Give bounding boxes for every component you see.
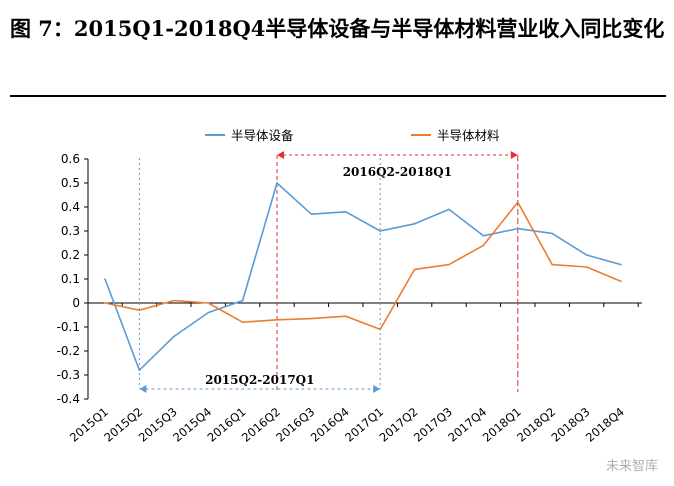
title-divider	[10, 95, 666, 97]
figure-title-prefix: 图 7：2015Q1-2018Q4	[10, 16, 266, 41]
data-point	[551, 232, 553, 235]
data-point	[345, 315, 347, 317]
annotation-label-red: 2016Q2-2018Q1	[343, 165, 452, 179]
data-point	[482, 235, 485, 237]
figure-title-text: 半导体设备与半导体材料营业收入同比变化	[265, 16, 665, 41]
data-point	[413, 223, 416, 225]
data-point	[173, 299, 175, 302]
figure-title: 图 7：2015Q1-2018Q4半导体设备与半导体材料营业收入同比变化	[10, 8, 666, 50]
y-tick-label: 0.5	[61, 176, 80, 190]
line-chart: 0.6 0.5 0.4 0.3 0.2 0.1 0 -0.1 -0.2 -0.3 -0.4 2015Q…	[57, 128, 642, 445]
y-tick-label: -0.2	[57, 344, 80, 358]
data-point	[413, 268, 416, 271]
arrowhead-right-red	[510, 151, 518, 159]
watermark: 未来智库	[605, 459, 658, 474]
data-point	[585, 254, 588, 256]
data-point	[620, 263, 622, 266]
arrowhead-left-blue	[139, 385, 147, 393]
data-point	[448, 263, 450, 266]
arrowhead-left-red	[277, 151, 284, 159]
data-point	[173, 335, 175, 338]
y-tick-label: -0.3	[57, 368, 80, 382]
series-line-2	[104, 201, 622, 331]
y-tick-label: 0.6	[61, 152, 80, 166]
data-point	[138, 369, 141, 372]
data-point	[276, 182, 278, 184]
data-point	[482, 244, 485, 247]
data-point	[276, 319, 278, 321]
data-point	[448, 208, 450, 211]
data-point	[551, 263, 553, 266]
data-point	[345, 211, 347, 213]
data-point	[517, 227, 519, 230]
legend-label: 半导体材料	[437, 128, 500, 143]
data-point	[138, 309, 141, 311]
y-tick-label: 0.1	[61, 272, 80, 286]
y-tick-label: 0.3	[61, 224, 80, 238]
data-point	[585, 266, 588, 268]
data-point	[517, 201, 519, 203]
y-tick-label: -0.4	[57, 392, 80, 406]
data-point	[310, 213, 313, 215]
annotation-label-blue: 2015Q2-2017Q1	[205, 373, 314, 387]
data-point	[241, 321, 244, 323]
data-point	[310, 317, 313, 320]
data-point	[379, 328, 382, 331]
data-point	[207, 311, 209, 314]
y-tick-label: -0.1	[57, 320, 80, 334]
data-point	[207, 302, 209, 304]
y-tick-label: 0.2	[61, 248, 80, 262]
arrowhead-right-blue	[373, 385, 381, 393]
data-point	[620, 280, 622, 283]
data-point	[379, 230, 382, 232]
legend-label: 半导体设备	[231, 128, 294, 143]
y-tick-label: 0	[72, 296, 80, 310]
data-point	[104, 278, 106, 280]
data-point	[104, 302, 106, 304]
y-tick-label: 0.4	[61, 200, 80, 214]
data-point	[241, 299, 244, 302]
series-line-1	[104, 182, 622, 372]
x-tick-label: 2018Q4	[583, 405, 627, 445]
